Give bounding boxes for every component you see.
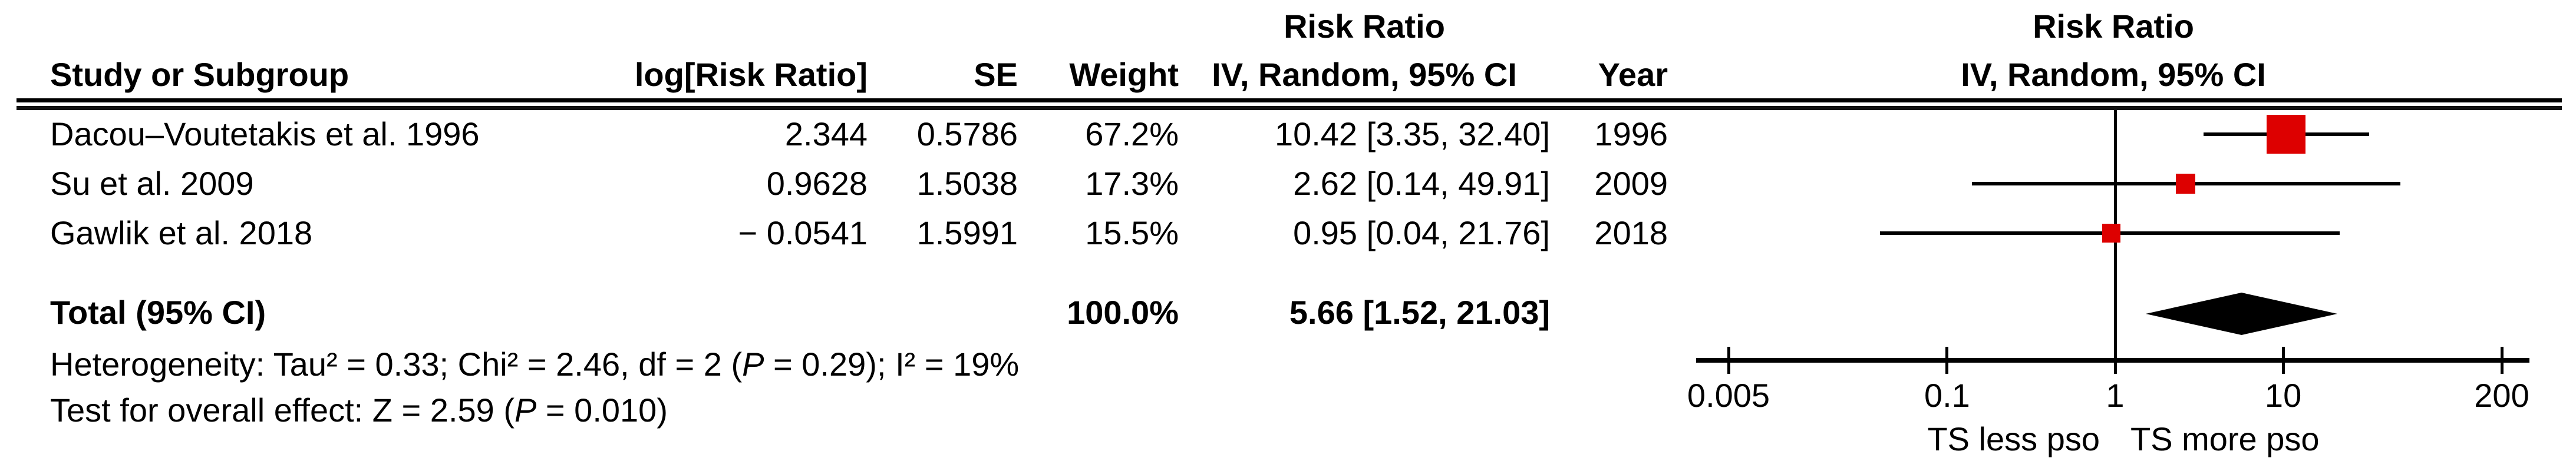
- plot-header-subtitle: IV, Random, 95% CI: [1961, 56, 2266, 93]
- year-value: 2009: [1594, 165, 1668, 202]
- axis-tick-label: 0.005: [1687, 377, 1770, 414]
- study-name: Dacou–Voutetakis et al. 1996: [50, 115, 480, 152]
- heterogeneity-text-end: = 0.29); I² = 19%: [764, 346, 1020, 383]
- header-divider-rule: [17, 98, 2562, 110]
- table-row: Dacou–Voutetakis et al. 1996 2.344 0.578…: [0, 110, 2576, 159]
- overall-effect-line: Test for overall effect: Z = 2.59 (P = 0…: [0, 386, 2576, 435]
- log-rr-value: − 0.0541: [738, 214, 868, 251]
- col-header-ci: IV, Random, 95% CI: [1212, 56, 1517, 93]
- axis-tick: [2113, 347, 2117, 374]
- axis-tick: [1945, 347, 1949, 374]
- effect-square: [2267, 115, 2306, 154]
- se-value: 1.5991: [916, 214, 1018, 251]
- total-weight: 100.0%: [1067, 294, 1179, 331]
- total-label: Total (95% CI): [50, 294, 266, 331]
- ci-value: 2.62 [0.14, 49.91]: [1293, 165, 1550, 202]
- effect-square: [2102, 224, 2121, 243]
- total-diamond: [2145, 293, 2338, 335]
- weight-value: 67.2%: [1085, 115, 1179, 152]
- year-value: 1996: [1594, 115, 1668, 152]
- direction-label-left: TS less pso: [1927, 420, 2100, 457]
- weight-value: 17.3%: [1085, 165, 1179, 202]
- axis-tick-label: 200: [2474, 377, 2529, 414]
- ci-value: 10.42 [3.35, 32.40]: [1274, 115, 1550, 152]
- axis-tick: [2281, 347, 2285, 374]
- col-header-effect-measure: Risk Ratio: [1284, 8, 1445, 45]
- total-ci: 5.66 [1.52, 21.03]: [1289, 294, 1550, 331]
- table-row: Su et al. 2009 0.9628 1.5038 17.3% 2.62 …: [0, 159, 2576, 208]
- year-value: 2018: [1594, 214, 1668, 251]
- study-name: Su et al. 2009: [50, 165, 254, 202]
- se-value: 1.5038: [916, 165, 1018, 202]
- ci-value: 0.95 [0.04, 21.76]: [1293, 214, 1550, 251]
- effect-square: [2175, 174, 2195, 194]
- table-header-row-1: Risk Ratio: [0, 2, 2576, 51]
- axis-tick: [2500, 347, 2504, 374]
- x-axis-line: [1696, 358, 2529, 363]
- axis-tick-label: 0.1: [1924, 377, 1970, 414]
- heterogeneity-text: Heterogeneity: Tau² = 0.33; Chi² = 2.46,…: [50, 346, 743, 383]
- axis-tick-label: 10: [2264, 377, 2302, 414]
- se-value: 0.5786: [916, 115, 1018, 152]
- col-header-weight: Weight: [1069, 56, 1179, 93]
- total-row: Total (95% CI) 100.0% 5.66 [1.52, 21.03]: [0, 288, 2576, 337]
- axis-tick: [1727, 347, 1730, 374]
- overall-effect-text-end: = 0.010): [536, 392, 668, 429]
- col-header-log-risk-ratio: log[Risk Ratio]: [634, 56, 868, 93]
- col-header-se: SE: [974, 56, 1018, 93]
- p-symbol: P: [742, 346, 764, 383]
- overall-effect-text: Test for overall effect: Z = 2.59 (: [50, 392, 514, 429]
- axis-tick-label: 1: [2106, 377, 2125, 414]
- col-header-study: Study or Subgroup: [50, 56, 349, 93]
- heterogeneity-line: Heterogeneity: Tau² = 0.33; Chi² = 2.46,…: [0, 340, 2576, 389]
- log-rr-value: 2.344: [784, 115, 868, 152]
- table-row: Gawlik et al. 2018 − 0.0541 1.5991 15.5%…: [0, 208, 2576, 258]
- col-header-year: Year: [1598, 56, 1668, 93]
- direction-label-right: TS more pso: [2130, 420, 2320, 457]
- study-name: Gawlik et al. 2018: [50, 214, 313, 251]
- table-header-row-2: Study or Subgroup log[Risk Ratio] SE Wei…: [0, 50, 2576, 99]
- plot-header-title: Risk Ratio: [2033, 8, 2194, 45]
- log-rr-value: 0.9628: [766, 165, 868, 202]
- p-symbol: P: [514, 392, 537, 429]
- weight-value: 15.5%: [1085, 214, 1179, 251]
